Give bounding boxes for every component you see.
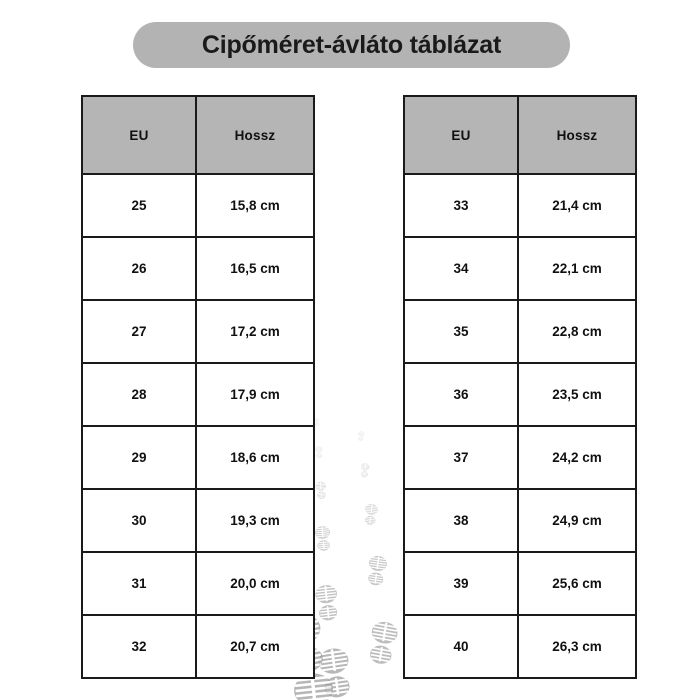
cell-length: 21,4 cm: [517, 173, 637, 238]
cell-length: 15,8 cm: [195, 173, 315, 238]
cell-length: 20,7 cm: [195, 614, 315, 679]
table-row: 25 15,8 cm: [81, 173, 315, 238]
table-row: 36 23,5 cm: [403, 362, 637, 427]
table-row: 39 25,6 cm: [403, 551, 637, 616]
cell-length: 18,6 cm: [195, 425, 315, 490]
table-row: 34 22,1 cm: [403, 236, 637, 301]
table-row: 26 16,5 cm: [81, 236, 315, 301]
table-row: 30 19,3 cm: [81, 488, 315, 553]
footprint-icon: [314, 584, 340, 622]
footprint-icon: [316, 646, 354, 700]
footprint-icon: [314, 525, 332, 552]
table-row: 40 26,3 cm: [403, 614, 637, 679]
cell-length: 17,2 cm: [195, 299, 315, 364]
cell-length: 23,5 cm: [517, 362, 637, 427]
cell-length: 22,1 cm: [517, 236, 637, 301]
column-header-eu: EU: [403, 95, 519, 175]
table-row: 31 20,0 cm: [81, 551, 315, 616]
footprint-icon: [359, 462, 371, 478]
table-row: 29 18,6 cm: [81, 425, 315, 490]
shoe-size-table-left: EU Hossz 25 15,8 cm 26 16,5 cm 27 17,2 cm 28 17…: [81, 95, 315, 679]
cell-eu-size: 29: [81, 425, 197, 490]
cell-eu-size: 25: [81, 173, 197, 238]
cell-length: 17,9 cm: [195, 362, 315, 427]
page-title-pill: Cipőméret-ávláto táblázat: [133, 22, 570, 68]
table-header-left: EU Hossz: [81, 95, 315, 175]
table-row: 32 20,7 cm: [81, 614, 315, 679]
shoe-size-table-right: EU Hossz 33 21,4 cm 34 22,1 cm 35 22,8 cm 36 23…: [403, 95, 637, 679]
footprint-icon: [363, 503, 379, 526]
table-body-left: 25 15,8 cm 26 16,5 cm 27 17,2 cm 28 17,9 cm 29 18…: [81, 173, 315, 679]
page-title: Cipőméret-ávláto táblázat: [201, 30, 502, 59]
table-header-row: EU Hossz: [81, 95, 315, 175]
cell-eu-size: 33: [403, 173, 519, 238]
table-row: 35 22,8 cm: [403, 299, 637, 364]
footprint-icon: [366, 619, 400, 666]
table-row: 38 24,9 cm: [403, 488, 637, 553]
cell-eu-size: 40: [403, 614, 519, 679]
footprint-icon: [357, 431, 365, 442]
table-row: 27 17,2 cm: [81, 299, 315, 364]
table-body-right: 33 21,4 cm 34 22,1 cm 35 22,8 cm 36 23,5 cm 37 24…: [403, 173, 637, 679]
cell-eu-size: 26: [81, 236, 197, 301]
cell-length: 20,0 cm: [195, 551, 315, 616]
cell-eu-size: 36: [403, 362, 519, 427]
footprint-icon: [314, 418, 320, 427]
cell-eu-size: 30: [81, 488, 197, 553]
cell-eu-size: 32: [81, 614, 197, 679]
footprint-icon: [365, 554, 388, 587]
footprint-icon: [315, 446, 323, 459]
cell-eu-size: 28: [81, 362, 197, 427]
cell-length: 25,6 cm: [517, 551, 637, 616]
cell-length: 24,2 cm: [517, 425, 637, 490]
cell-eu-size: 31: [81, 551, 197, 616]
cell-length: 19,3 cm: [195, 488, 315, 553]
column-header-eu: EU: [81, 95, 197, 175]
column-header-hossz: Hossz: [195, 95, 315, 175]
cell-eu-size: 37: [403, 425, 519, 490]
cell-eu-size: 38: [403, 488, 519, 553]
cell-length: 22,8 cm: [517, 299, 637, 364]
table-row: 28 17,9 cm: [81, 362, 315, 427]
cell-length: 26,3 cm: [517, 614, 637, 679]
cell-length: 16,5 cm: [195, 236, 315, 301]
column-header-hossz: Hossz: [517, 95, 637, 175]
footprint-icon: [315, 481, 327, 500]
cell-eu-size: 39: [403, 551, 519, 616]
table-row: 37 24,2 cm: [403, 425, 637, 490]
cell-eu-size: 34: [403, 236, 519, 301]
table-row: 33 21,4 cm: [403, 173, 637, 238]
table-header-right: EU Hossz: [403, 95, 637, 175]
table-header-row: EU Hossz: [403, 95, 637, 175]
cell-eu-size: 35: [403, 299, 519, 364]
cell-eu-size: 27: [81, 299, 197, 364]
cell-length: 24,9 cm: [517, 488, 637, 553]
